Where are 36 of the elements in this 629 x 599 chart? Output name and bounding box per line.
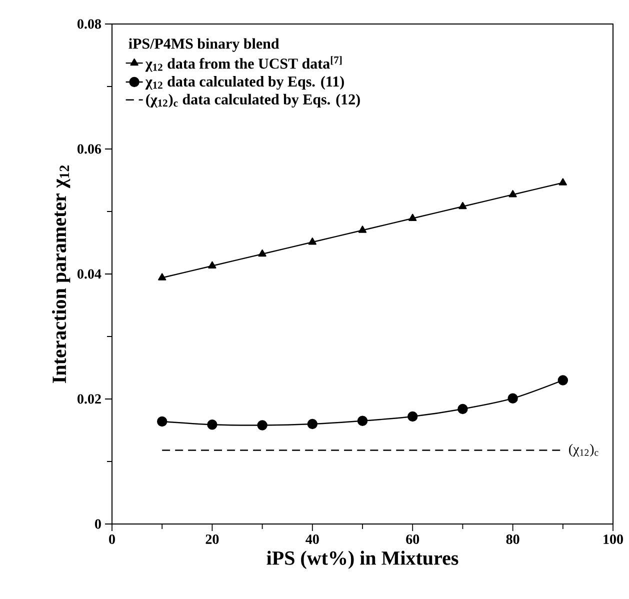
- point: [458, 404, 468, 414]
- legend-label: (χ$_{12}$)$_{c}$ data calculated by Eqs. (12): [146, 94, 360, 108]
- point: [308, 238, 316, 245]
- point: [358, 226, 367, 233]
- y-tick-label: 0.02: [78, 394, 101, 404]
- x-tick-label: 100: [604, 534, 623, 544]
- x-axis-title: iPS (wt%) in Mixtures: [266, 550, 458, 569]
- y-tick-label: 0: [95, 519, 101, 529]
- x-tick-label: 40: [306, 534, 319, 544]
- point: [258, 249, 266, 257]
- point: [158, 273, 166, 280]
- y-tick-label: 0.04: [78, 269, 102, 279]
- legend-title: iPS/P4MS binary blend: [128, 38, 280, 52]
- point: [558, 375, 568, 386]
- point: [307, 418, 318, 430]
- x-tick-label: 0: [109, 534, 115, 544]
- point: [508, 190, 517, 198]
- y-tick-label: 0.06: [78, 144, 102, 154]
- point: [208, 261, 216, 268]
- point: [508, 393, 518, 404]
- point: [458, 202, 467, 210]
- point: [207, 420, 218, 430]
- x-tick-label: 60: [406, 534, 420, 544]
- legend-label: χ$_{12}$ data from the UCST data$^{[7]}$: [145, 56, 342, 72]
- x-tick-label: 20: [206, 534, 219, 544]
- point: [408, 214, 417, 221]
- y-axis-title: Interaction parameter χ$_{12}$: [52, 165, 70, 383]
- point: [408, 411, 418, 422]
- x-tick-label: 80: [506, 534, 520, 544]
- legend-label: χ$_{12}$ data calculated by Eqs. (11): [145, 76, 344, 90]
- point: [558, 178, 567, 186]
- annotation: (χ$_{12}$)$_{c}$: [569, 444, 598, 457]
- point: [257, 420, 268, 430]
- y-tick-label: 0.08: [78, 19, 102, 29]
- point: [157, 416, 168, 427]
- point: [357, 416, 368, 426]
